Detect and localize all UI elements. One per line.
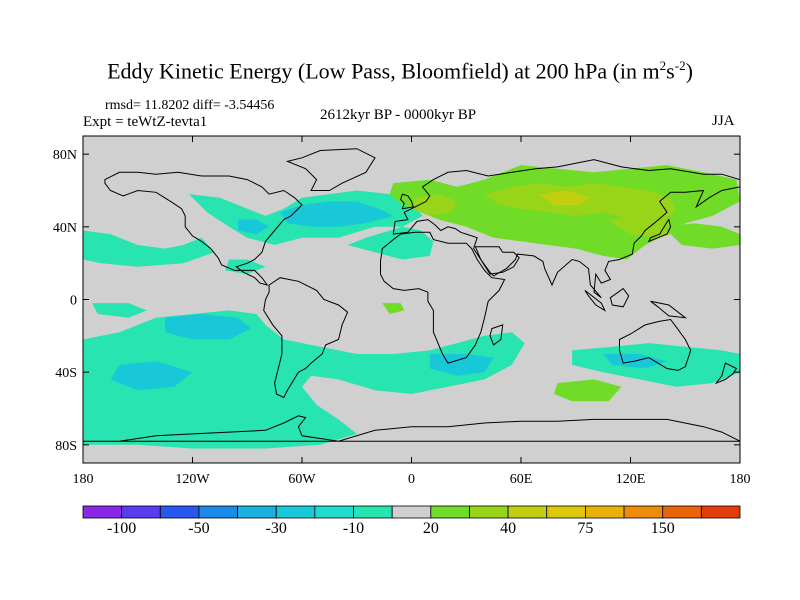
coast-arabia	[474, 246, 520, 275]
region-n-america-core	[238, 219, 270, 235]
coast-greenland	[285, 148, 376, 191]
colorbar-swatch-11	[507, 505, 548, 519]
chart-title: Eddy Kinetic Energy (Low Pass, Bloomfiel…	[0, 58, 800, 84]
title-end: )	[685, 58, 693, 84]
period-label: 2612kyr BP - 0000kyr BP	[320, 107, 477, 123]
colorbar-swatch-14	[623, 505, 664, 519]
coast-madagascar	[489, 324, 504, 346]
colorbar-swatch-1	[121, 505, 161, 519]
region-siberia-peak	[539, 190, 591, 205]
coast-uk	[400, 193, 414, 210]
coast-antarctica	[83, 415, 740, 442]
experiment-label: Expt = teWtZ-tevta1	[83, 114, 208, 130]
colorbar-label-7: 150	[650, 520, 675, 537]
colorbar-swatch-12	[546, 505, 586, 519]
x-tick-label-4: 60E	[510, 472, 533, 487]
region-subtropical-atlantic	[347, 226, 434, 260]
colorbar-label-2: -30	[265, 520, 287, 537]
y-tick-label-3: 40S	[55, 366, 77, 381]
x-tick-label-2: 60W	[288, 472, 316, 487]
region-eq-pacific	[92, 303, 147, 318]
field-regions	[83, 165, 740, 449]
colorbar-swatch-13	[585, 505, 625, 519]
x-tick-label-3: 0	[408, 472, 415, 487]
title-main: Eddy Kinetic Energy (Low Pass, Bloomfiel…	[107, 58, 660, 84]
y-tick-label-2: 0	[70, 294, 77, 309]
coast-japan	[647, 218, 672, 243]
region-eurasia-west-core	[411, 194, 458, 216]
colorbar-labels: -100 -50 -30 -10 20 40 75 150	[0, 520, 800, 540]
x-tick-label-6: 180	[730, 472, 751, 487]
x-tick-label-0: 180	[73, 472, 94, 487]
y-axis: 80N 40N 0 40S 80S	[53, 148, 740, 454]
x-tick-label-1: 120W	[175, 472, 210, 487]
colorbar-swatch-8	[391, 505, 432, 519]
region-w-pacific-lobe	[663, 223, 740, 249]
colorbar-swatch-2	[159, 505, 200, 519]
x-axis: 180 120W 60W 0 60E 120E 180	[73, 136, 751, 487]
colorbar-swatch-7	[353, 505, 393, 519]
colorbar-label-1: -50	[188, 520, 210, 537]
colorbar-swatch-16	[700, 505, 741, 519]
colorbar-swatch-5	[275, 505, 316, 519]
coastlines	[83, 148, 740, 442]
coast-africa	[380, 231, 506, 364]
region-s-indian-green	[553, 379, 622, 402]
colorbar	[82, 505, 741, 519]
coast-north-america	[104, 171, 303, 286]
colorbar-label-4: 20	[422, 520, 439, 537]
y-tick-label-4: 80S	[55, 439, 77, 454]
coast-sumatra	[584, 290, 607, 312]
coast-borneo	[609, 287, 630, 308]
colorbar-swatch-4	[237, 505, 277, 519]
x-tick-label-5: 120E	[616, 472, 646, 487]
y-tick-label-1: 40N	[53, 221, 77, 236]
season-label: JJA	[712, 113, 735, 129]
region-s-pacific-core-a	[165, 314, 251, 340]
region-s-pacific-core-b	[110, 361, 193, 391]
coast-new-zealand	[714, 362, 738, 385]
colorbar-label-0: -100	[106, 520, 137, 537]
y-tick-label-0: 80N	[53, 148, 77, 163]
coast-south-america	[263, 277, 349, 399]
coast-australia	[619, 318, 692, 371]
title-sup-2: -2	[674, 58, 686, 73]
region-s-pacific-band	[83, 310, 525, 449]
coast-new-guinea	[650, 300, 688, 319]
region-n-atlantic-core	[280, 201, 394, 227]
region-east-asia-jet	[608, 215, 682, 238]
title-mid: s	[666, 58, 675, 84]
title-sup-1: 2	[659, 58, 667, 73]
colorbar-swatch-15	[662, 505, 702, 519]
colorbar-swatch-3	[198, 505, 238, 519]
colorbar-swatch-9	[430, 505, 470, 519]
colorbar-swatch-6	[314, 505, 354, 519]
rmsd-label: rmsd= 11.8202 diff= -3.54456	[105, 98, 275, 113]
colorbar-swatch-0	[82, 505, 123, 519]
colorbar-label-5: 40	[500, 520, 517, 537]
region-eq-africa-green	[382, 303, 405, 314]
coast-eurasia	[392, 159, 740, 299]
region-n-pacific-band	[83, 230, 215, 267]
colorbar-label-6: 75	[577, 520, 594, 537]
colorbar-label-3: -10	[342, 520, 365, 537]
colorbar-swatch-10	[469, 505, 509, 519]
